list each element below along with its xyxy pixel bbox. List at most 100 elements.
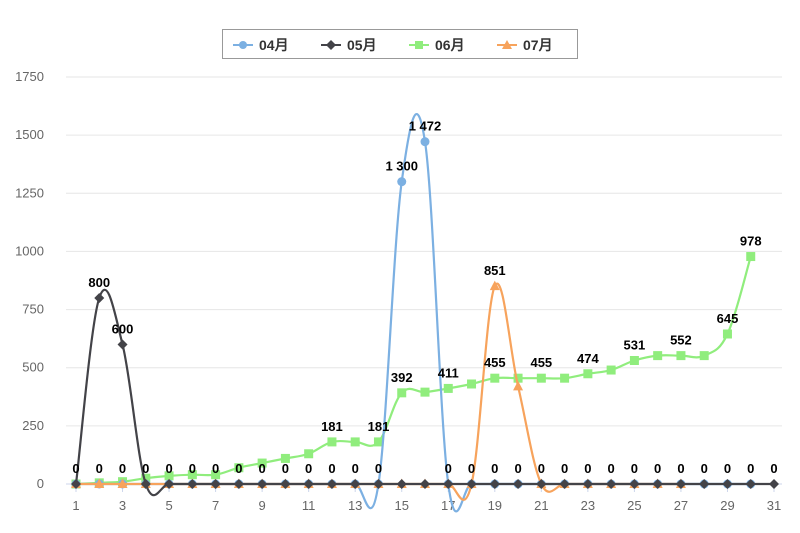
data-point-1 <box>420 479 430 489</box>
data-label: 0 <box>165 461 172 476</box>
data-label: 0 <box>491 461 498 476</box>
data-point-2 <box>187 470 197 480</box>
y-tick-label: 0 <box>37 476 44 491</box>
data-point-2 <box>629 356 639 366</box>
series-layer <box>71 113 779 513</box>
legend-circle-icon <box>233 41 253 49</box>
series-line-2 <box>75 256 752 486</box>
data-point-2 <box>722 329 732 339</box>
data-point-1 <box>699 479 710 489</box>
data-label: 552 <box>670 333 692 348</box>
x-tick-label: 5 <box>165 498 172 513</box>
data-point-1 <box>745 479 756 489</box>
data-label: 0 <box>212 461 219 476</box>
y-tick-label: 1250 <box>15 185 44 200</box>
data-labels: 0 0 0 0 0 0 0 0 0 0 0 0 0 0 1 300 1 472 0 0 0 0 0 0 0 0 0 0 0 0 0 0 80… <box>72 119 777 476</box>
legend-label: 07月 <box>523 37 553 53</box>
data-point-1 <box>606 479 617 489</box>
data-label: 0 <box>538 461 545 476</box>
legend-label: 04月 <box>259 37 289 53</box>
y-tick-label: 1500 <box>15 127 44 142</box>
data-label: 0 <box>701 461 708 476</box>
y-tick-label: 1750 <box>15 69 44 84</box>
y-tick-label: 250 <box>22 418 44 433</box>
data-label: 0 <box>445 461 452 476</box>
legend-triangle-icon <box>497 40 517 49</box>
x-tick-label: 1 <box>72 498 79 513</box>
data-label: 0 <box>654 461 661 476</box>
data-point-2 <box>141 473 151 483</box>
data-point-3 <box>117 478 128 488</box>
data-label: 392 <box>391 370 413 385</box>
x-tick-label: 23 <box>581 498 595 513</box>
data-point-2 <box>560 373 570 383</box>
data-point-1 <box>396 479 407 489</box>
data-label: 0 <box>514 461 521 476</box>
data-label: 0 <box>747 461 754 476</box>
data-point-2 <box>257 458 267 468</box>
data-point-0 <box>420 137 430 147</box>
data-label: 0 <box>189 461 196 476</box>
legend-square-icon <box>409 41 429 49</box>
data-point-2 <box>746 252 756 262</box>
data-label: 0 <box>282 461 289 476</box>
legend-item-07[interactable]: 07月 <box>497 30 553 60</box>
legend-item-06[interactable]: 06月 <box>409 30 465 60</box>
x-tick-label: 13 <box>348 498 362 513</box>
data-label: 0 <box>770 461 777 476</box>
data-label: 0 <box>608 461 615 476</box>
data-point-1 <box>164 479 175 489</box>
legend-item-04[interactable]: 04月 <box>233 30 289 60</box>
data-label: 0 <box>468 461 475 476</box>
data-point-1 <box>582 479 593 489</box>
data-label: 0 <box>724 461 731 476</box>
data-label: 181 <box>368 419 390 434</box>
data-point-2 <box>606 365 616 375</box>
data-point-2 <box>397 388 407 398</box>
legend-item-05[interactable]: 05月 <box>321 30 377 60</box>
data-label: 600 <box>112 321 134 336</box>
data-point-1 <box>675 479 686 489</box>
data-point-1 <box>559 479 570 489</box>
y-axis-tick-labels: 0 250 500 750 1000 1250 1500 1750 <box>15 69 44 491</box>
data-label: 0 <box>328 461 335 476</box>
data-point-2 <box>304 449 314 459</box>
data-point-2 <box>513 373 523 383</box>
grid-lines <box>66 76 782 485</box>
data-label: 531 <box>624 338 646 353</box>
data-point-1 <box>210 479 221 489</box>
data-point-1 <box>94 292 105 303</box>
x-tick-label: 31 <box>767 498 781 513</box>
x-tick-label: 7 <box>212 498 219 513</box>
legend-diamond-icon <box>321 40 341 50</box>
data-point-2 <box>653 351 663 361</box>
data-label: 0 <box>677 461 684 476</box>
data-label: 455 <box>484 355 506 370</box>
data-point-3 <box>94 478 105 488</box>
data-label: 1 472 <box>409 119 442 134</box>
data-label: 0 <box>561 461 568 476</box>
legend-label: 05月 <box>347 37 377 53</box>
data-point-2 <box>164 471 174 481</box>
data-point-3 <box>513 380 524 391</box>
legend-label: 06月 <box>435 37 465 53</box>
x-tick-label: 15 <box>394 498 408 513</box>
data-point-1 <box>373 479 384 489</box>
data-point-2 <box>490 373 500 383</box>
data-point-2 <box>350 437 360 447</box>
data-point-3 <box>489 280 500 291</box>
data-point-1 <box>443 479 454 489</box>
data-point-1 <box>350 479 361 489</box>
data-label: 0 <box>72 461 79 476</box>
x-tick-label: 29 <box>720 498 734 513</box>
data-point-2 <box>467 379 477 389</box>
data-label: 411 <box>438 365 459 380</box>
data-label: 800 <box>88 275 110 290</box>
x-tick-label: 19 <box>488 498 502 513</box>
x-tick-label: 3 <box>119 498 126 513</box>
x-tick-label: 25 <box>627 498 641 513</box>
data-label: 0 <box>119 461 126 476</box>
data-point-1 <box>187 479 198 489</box>
data-label: 645 <box>717 311 739 326</box>
